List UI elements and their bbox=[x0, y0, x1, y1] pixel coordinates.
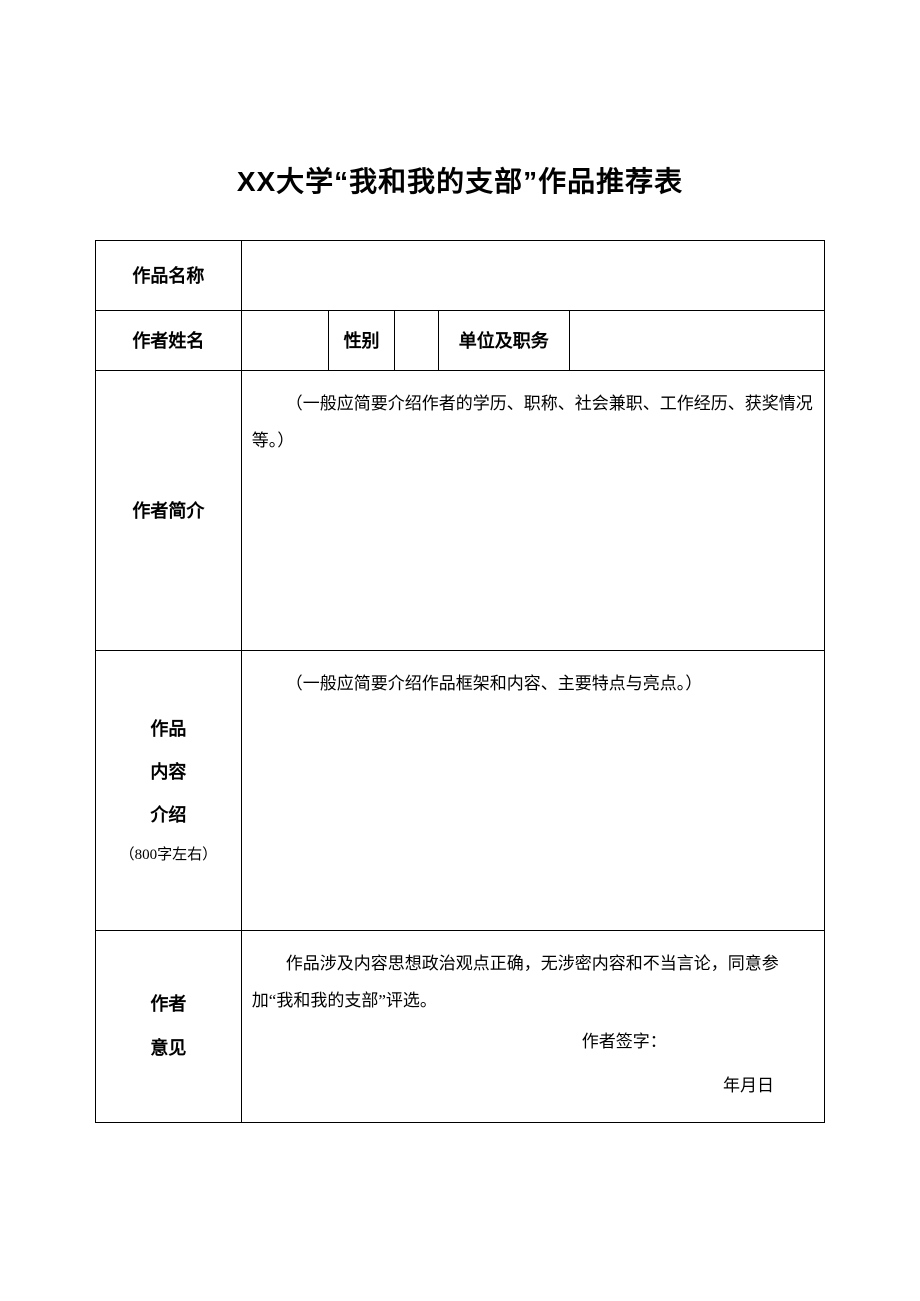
field-gender[interactable] bbox=[394, 311, 438, 371]
page-title: XX大学“我和我的支部”作品推荐表 bbox=[95, 160, 825, 200]
signature-label: 作者签字： bbox=[252, 1020, 814, 1064]
label-gender: 性别 bbox=[329, 311, 395, 371]
work-intro-label-line1: 作品 bbox=[100, 708, 237, 751]
intro-hint-text: （一般应简要介绍作品框架和内容、主要特点与亮点。） bbox=[252, 665, 814, 702]
field-author-bio[interactable]: （一般应简要介绍作者的学历、职称、社会兼职、工作经历、获奖情况等。） bbox=[241, 371, 824, 651]
author-opinion-label-line2: 意见 bbox=[100, 1027, 237, 1070]
bio-hint-text: （一般应简要介绍作者的学历、职称、社会兼职、工作经历、获奖情况等。） bbox=[252, 385, 814, 460]
table-row: 作者简介 （一般应简要介绍作者的学历、职称、社会兼职、工作经历、获奖情况等。） bbox=[96, 371, 825, 651]
recommendation-form-table: 作品名称 作者姓名 性别 单位及职务 作者简介 （一般应简要介绍作者的学历、职称… bbox=[95, 240, 825, 1123]
table-row: 作者 意见 作品涉及内容思想政治观点正确，无涉密内容和不当言论，同意参加“我和我… bbox=[96, 931, 825, 1123]
table-row: 作品 内容 介绍 （800字左右） （一般应简要介绍作品框架和内容、主要特点与亮… bbox=[96, 651, 825, 931]
work-intro-label-note: （800字左右） bbox=[100, 837, 237, 873]
opinion-text: 作品涉及内容思想政治观点正确，无涉密内容和不当言论，同意参加“我和我的支部”评选… bbox=[252, 945, 814, 1020]
field-unit-position[interactable] bbox=[569, 311, 824, 371]
field-author-opinion[interactable]: 作品涉及内容思想政治观点正确，无涉密内容和不当言论，同意参加“我和我的支部”评选… bbox=[241, 931, 824, 1123]
label-work-name: 作品名称 bbox=[96, 241, 242, 311]
field-work-name[interactable] bbox=[241, 241, 824, 311]
author-opinion-label-line1: 作者 bbox=[100, 983, 237, 1026]
label-unit-position: 单位及职务 bbox=[438, 311, 569, 371]
table-row: 作品名称 bbox=[96, 241, 825, 311]
table-row: 作者姓名 性别 单位及职务 bbox=[96, 311, 825, 371]
label-author-bio: 作者简介 bbox=[96, 371, 242, 651]
date-label: 年月日 bbox=[252, 1064, 814, 1108]
label-work-intro: 作品 内容 介绍 （800字左右） bbox=[96, 651, 242, 931]
field-author-name[interactable] bbox=[241, 311, 328, 371]
field-work-intro[interactable]: （一般应简要介绍作品框架和内容、主要特点与亮点。） bbox=[241, 651, 824, 931]
label-author-name: 作者姓名 bbox=[96, 311, 242, 371]
work-intro-label-line3: 介绍 bbox=[100, 794, 237, 837]
work-intro-label-line2: 内容 bbox=[100, 751, 237, 794]
label-author-opinion: 作者 意见 bbox=[96, 931, 242, 1123]
